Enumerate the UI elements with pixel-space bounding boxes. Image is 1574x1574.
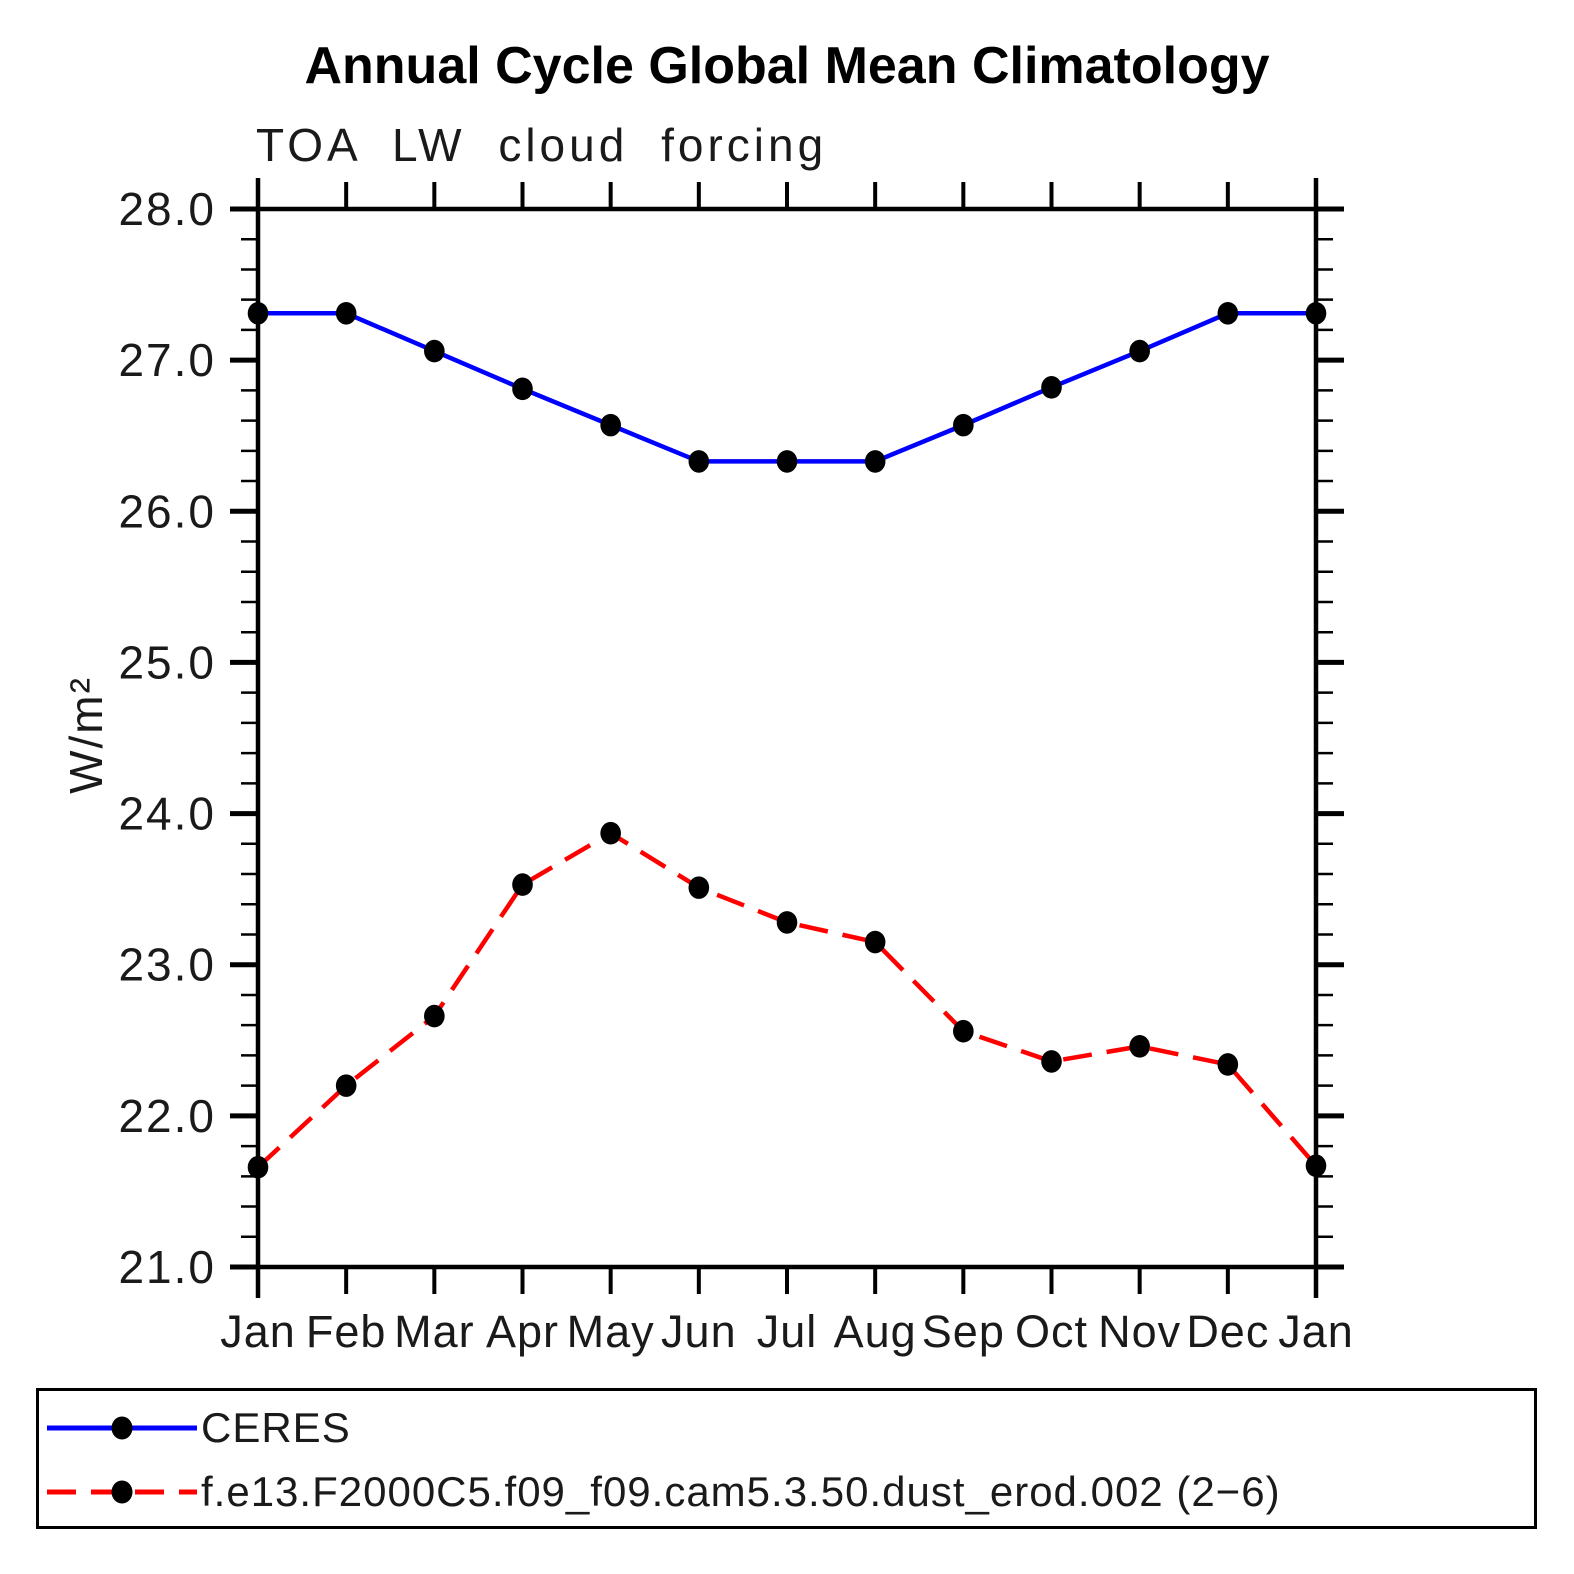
model-marker — [424, 1004, 445, 1028]
ceres-line — [258, 311, 1316, 464]
model-marker — [1305, 1154, 1327, 1178]
chart-subtitle: TOA LW cloud forcing — [256, 119, 828, 171]
ceres-marker — [600, 413, 621, 437]
model-marker — [335, 1074, 357, 1097]
legend-label-ceres: CERES — [201, 1404, 351, 1451]
ceres-swatch-marker-icon — [111, 1416, 133, 1440]
ceres-marker — [247, 301, 269, 325]
model-marker — [1217, 1053, 1239, 1076]
x-tick-label: Sep — [922, 1306, 1005, 1357]
ceres-marker — [1129, 339, 1150, 363]
x-tick-label: Jan — [1278, 1306, 1354, 1357]
y-tick-label: 23.0 — [118, 939, 216, 991]
x-tick-label: May — [567, 1306, 655, 1357]
model-marker — [512, 873, 533, 896]
y-tick-label: 28.0 — [118, 183, 216, 235]
ceres-marker — [864, 450, 886, 473]
y-tick-label: 24.0 — [118, 788, 216, 840]
legend-label-model: f.e13.F2000C5.f09_f09.cam5.3.50.dust_ero… — [201, 1468, 1281, 1515]
x-tick-label: Jul — [757, 1306, 818, 1357]
ceres-marker — [1041, 376, 1062, 399]
x-tick-label: Nov — [1098, 1306, 1181, 1357]
page-title: Annual Cycle Global Mean Climatology — [304, 37, 1270, 95]
ceres-legend-swatch — [47, 1416, 197, 1440]
model-marker — [864, 930, 886, 954]
y-tick-label: 22.0 — [118, 1090, 216, 1142]
model-legend-swatch — [47, 1480, 197, 1504]
y-tick-label: 26.0 — [118, 485, 216, 537]
model-marker — [953, 1019, 974, 1043]
model-marker — [1129, 1035, 1150, 1058]
ceres-marker — [1305, 301, 1327, 325]
x-tick-label: Mar — [394, 1306, 475, 1357]
x-tick-label: Feb — [306, 1306, 387, 1357]
x-tick-label: Jun — [661, 1306, 737, 1357]
model-line — [256, 830, 1318, 1169]
ceres-marker — [1217, 301, 1239, 325]
legend-item-ceres: CERES — [43, 1406, 351, 1450]
model-swatch-marker-icon — [111, 1480, 133, 1504]
y-tick-label: 21.0 — [118, 1241, 216, 1293]
y-tick-label: 27.0 — [118, 334, 216, 386]
legend-box: CERES f.e13.F2000C5.f09_f09.cam5.3.50.du… — [36, 1388, 1537, 1529]
x-tick-label: Apr — [486, 1306, 559, 1357]
model-marker — [600, 821, 621, 845]
model-marker — [1041, 1050, 1062, 1073]
x-tick-label: Jan — [220, 1306, 296, 1357]
model-marker — [776, 911, 798, 934]
x-tick-label: Dec — [1186, 1306, 1269, 1357]
model-marker — [247, 1155, 269, 1179]
ceres-marker — [512, 377, 533, 401]
ceres-marker — [335, 301, 357, 325]
legend-item-model: f.e13.F2000C5.f09_f09.cam5.3.50.dust_ero… — [43, 1470, 1281, 1514]
ceres-marker — [688, 450, 710, 473]
ceres-marker — [953, 413, 974, 437]
ceres-marker — [424, 339, 445, 363]
model-marker — [688, 876, 710, 899]
x-tick-label: Aug — [834, 1306, 917, 1357]
ceres-marker — [776, 450, 798, 473]
y-tick-label: 25.0 — [118, 636, 216, 688]
x-tick-label: Oct — [1015, 1306, 1088, 1357]
